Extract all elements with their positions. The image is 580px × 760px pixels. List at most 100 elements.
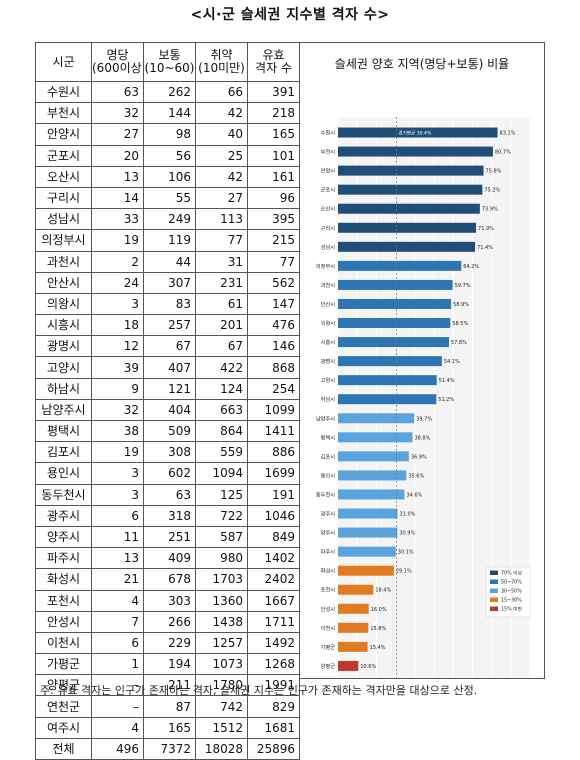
city-name-cell: 화성시 (35, 568, 92, 591)
value-cell: 562 (247, 271, 300, 294)
value-cell: 11 (91, 525, 144, 549)
bar (338, 641, 368, 652)
table-row: 안성시 7 266 1438 1711 (35, 610, 300, 633)
value-cell: 409 (143, 547, 196, 570)
chart-panel: 슬세권 양호 지역(명당+보통) 비율 수원시 83.1% 부천시 80.7% 안양시 7… (299, 42, 545, 679)
category-label: 의정부시 (316, 263, 335, 270)
category-label: 군포시 (321, 187, 336, 194)
value-cell: 96 (247, 186, 300, 210)
value-cell: 18028 (195, 737, 248, 760)
value-label: 35.6% (408, 473, 424, 479)
table-row: 성남시 33 249 113 395 (35, 208, 300, 231)
value-label: 30.1% (398, 550, 414, 556)
value-cell: 7372 (143, 737, 196, 760)
value-label: 71.4% (477, 245, 493, 251)
value-cell: 32 (91, 102, 144, 125)
value-cell: 407 (143, 356, 196, 379)
city-name-cell: 광주시 (35, 504, 92, 527)
value-label: 75.2% (484, 188, 500, 194)
value-label: 39.7% (416, 416, 432, 422)
value-cell: 121 (143, 377, 196, 400)
value-cell: 678 (143, 568, 196, 591)
category-label: 화성시 (321, 567, 336, 575)
value-cell: 201 (195, 314, 248, 337)
value-cell: 4 (91, 589, 144, 612)
city-name-cell: 광명시 (35, 335, 92, 358)
bar (338, 146, 493, 157)
city-name-cell: 하남시 (35, 377, 92, 400)
category-label: 동두천시 (316, 491, 335, 498)
value-cell: 4 (91, 716, 144, 739)
category-label: 시흥시 (321, 338, 336, 346)
table-row: 가평군 1 194 1073 1268 (35, 653, 300, 676)
legend-swatch (490, 588, 498, 593)
value-cell: 14 (91, 186, 144, 210)
legend-label: 50~70% (501, 580, 522, 586)
city-name-cell: 파주시 (35, 547, 92, 570)
value-cell: 2402 (247, 568, 300, 591)
bar (338, 451, 409, 462)
value-cell: 77 (247, 250, 300, 273)
value-cell: 55 (143, 186, 196, 210)
table-row: 연천군 –87 742 829 (35, 695, 300, 718)
legend-label: 15~30% (501, 598, 522, 604)
value-label: 18.4% (375, 588, 391, 594)
value-cell: 1699 (247, 462, 300, 485)
table-row: 광주시 6 318 722 1046 (35, 504, 300, 527)
city-name-cell: 이천시 (35, 631, 92, 655)
bar (338, 318, 451, 329)
header-text: 취약 (210, 48, 233, 62)
value-cell: 66 (195, 80, 248, 104)
legend-label: 30~50% (501, 589, 522, 595)
value-cell: 146 (247, 335, 300, 358)
table-header-row: 시군 명당 (600이상) 보통 (10~60) 취약 (10미만) 유효 격자 수 (35, 42, 300, 82)
legend-swatch (490, 597, 498, 602)
bar (338, 527, 398, 538)
table-row: 수원시 63 262 66 391 (35, 80, 300, 104)
value-cell: 27 (91, 123, 144, 146)
value-cell: 44 (143, 250, 196, 273)
value-cell: 6 (91, 631, 144, 655)
table-row: 평택시 38 509 864 1411 (35, 419, 300, 443)
city-name-cell: 가평군 (35, 653, 92, 676)
value-cell: 742 (195, 695, 248, 718)
category-label: 구리시 (321, 224, 336, 232)
value-label: 30.9% (399, 531, 415, 537)
city-name-cell: 김포시 (35, 441, 92, 464)
bar (338, 222, 477, 233)
value-cell: 13 (91, 165, 144, 188)
header-text: (600이상) (92, 61, 144, 75)
category-label: 용인시 (321, 472, 336, 479)
value-cell: 98 (143, 123, 196, 146)
value-cell: 1268 (247, 653, 300, 676)
category-label: 포천시 (321, 587, 336, 594)
bar (338, 565, 394, 576)
value-cell: 77 (195, 229, 248, 252)
value-cell: 422 (195, 356, 248, 379)
legend-label: 15% 미만 (501, 606, 523, 613)
header-text: 보통 (158, 48, 181, 62)
legend-swatch (490, 579, 498, 584)
footnote: 주: 유효 격자는 인구가 존재하는 격자, 슬세권 지수는 인구가 존재하는 … (40, 684, 478, 697)
category-label: 안성시 (321, 605, 336, 613)
bar (338, 241, 476, 252)
header-text: 시군 (52, 54, 75, 69)
value-cell: 1402 (247, 547, 300, 570)
value-cell: 1703 (195, 568, 248, 591)
bar (338, 356, 442, 367)
value-cell: 1681 (247, 716, 300, 739)
legend-label: 70% 이상 (501, 570, 523, 577)
bar (338, 203, 480, 214)
bar (338, 298, 452, 309)
category-label: 광주시 (321, 511, 336, 518)
value-cell: 829 (247, 695, 300, 718)
category-label: 광명시 (321, 358, 336, 365)
city-name-cell: 용인시 (35, 462, 92, 485)
city-name-cell: 안양시 (35, 123, 92, 146)
bar (338, 489, 405, 500)
category-label: 가평군 (321, 643, 336, 651)
value-cell: 254 (247, 377, 300, 400)
value-cell: 1046 (247, 504, 300, 527)
value-cell: 83 (143, 292, 196, 316)
table-row: 화성시 21 678 1703 2402 (35, 568, 300, 591)
